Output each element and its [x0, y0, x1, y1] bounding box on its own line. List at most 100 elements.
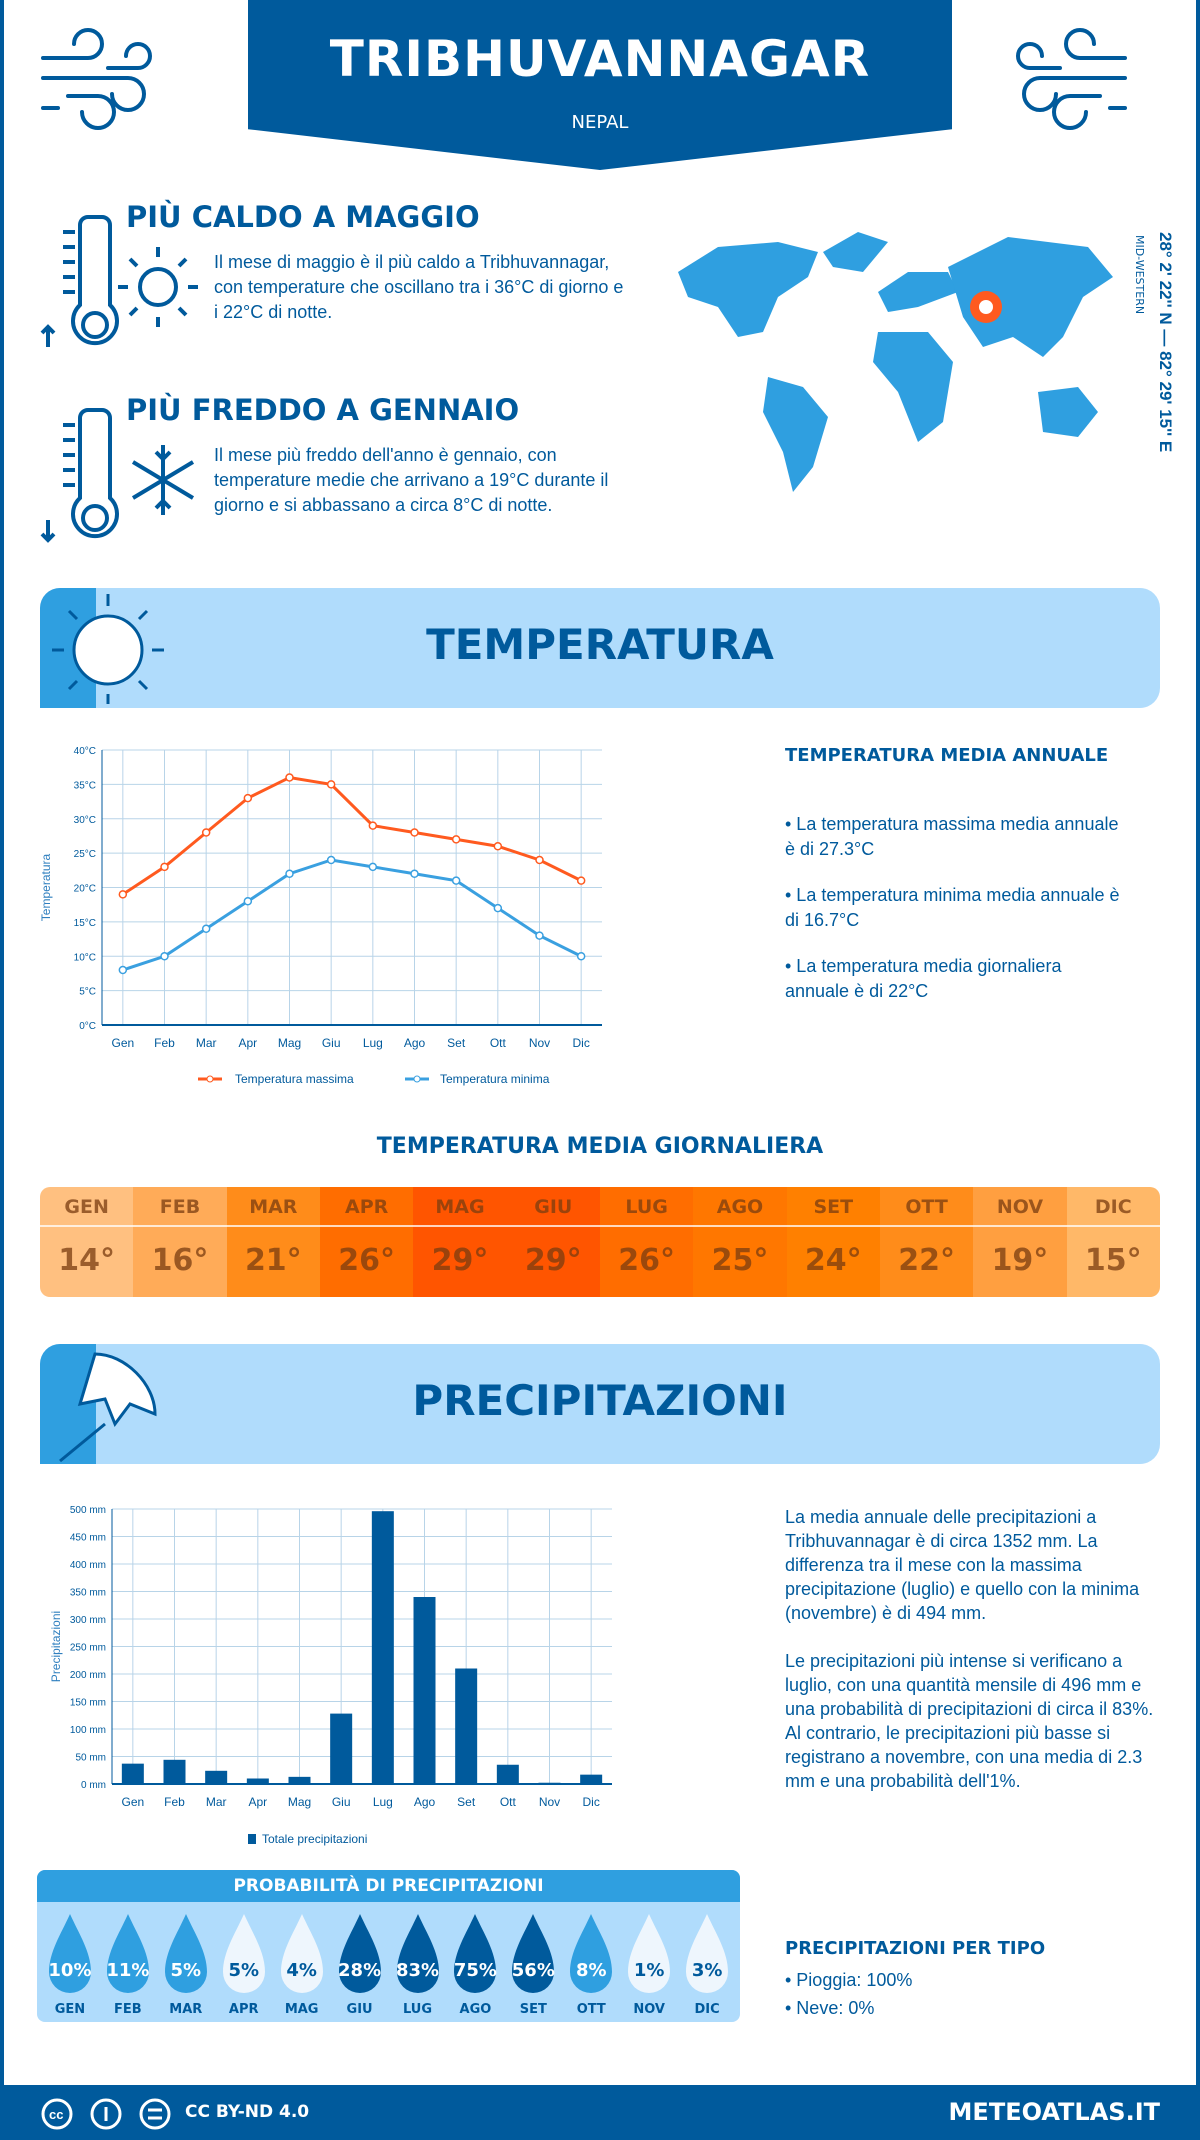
thermometer-cold-icon	[40, 408, 195, 543]
raindrop-icon	[686, 1914, 729, 1993]
site-link[interactable]: METEOATLAS.IT	[948, 2098, 1160, 2126]
data-point	[285, 773, 294, 782]
precip-bar	[288, 1776, 311, 1784]
precip-bar	[496, 1764, 519, 1784]
month-label: LUG	[402, 2002, 433, 2017]
y-axis-label: Temperatura	[39, 853, 53, 921]
data-point	[576, 876, 586, 885]
temp-value: 26°	[618, 1243, 675, 1278]
raindrop-icon	[570, 1914, 613, 1993]
temp-value: 15°	[1084, 1243, 1142, 1278]
daily-temp-cell: NOV 19°	[973, 1187, 1067, 1297]
x-tick-label: Mag	[288, 1795, 311, 1809]
y-tick-label: 20°C	[74, 884, 96, 895]
daily-temp-cell: GIU 29°	[506, 1187, 600, 1297]
temperature-chart: 0°C 5°C 10°C 15°C 20°C 25°C 30°C 35°C 40°C Gen Feb…	[39, 746, 602, 1086]
data-point	[493, 842, 503, 851]
month-label: APR	[319, 1187, 414, 1227]
daily-temp-cell: MAG 29°	[413, 1187, 507, 1297]
precipitation-title: PRECIPITAZIONI	[412, 1376, 788, 1425]
month-label: DIC	[694, 2002, 720, 2017]
y-tick-label: 200 mm	[70, 1670, 106, 1681]
wind-icon	[1016, 28, 1127, 130]
month-label: AGO	[459, 2002, 492, 2017]
probability-value: 11%	[106, 1960, 150, 1981]
precip-bar	[121, 1763, 144, 1784]
temperature-title: TEMPERATURA	[426, 620, 774, 669]
x-tick-label: Giu	[332, 1795, 351, 1809]
temperature-banner: TEMPERATURA	[40, 588, 1160, 708]
x-tick-label: Ago	[404, 1036, 426, 1050]
probability-value: 4%	[286, 1960, 317, 1981]
cold-title: PIÙ FREDDO A GENNAIO	[126, 393, 520, 427]
probability-value: 75%	[453, 1960, 497, 1981]
precipitation-banner: PRECIPITAZIONI	[40, 1344, 1160, 1464]
x-tick-label: Mar	[206, 1795, 227, 1809]
footer: cc CC BY-ND 4.0 METEOATLAS.IT	[0, 2085, 1200, 2140]
x-tick-label: Feb	[154, 1036, 175, 1050]
data-point	[201, 828, 211, 837]
x-tick-label: Ott	[500, 1795, 517, 1809]
precip-probability-drop: 11% FEB	[99, 1910, 157, 2022]
y-tick-label: 400 mm	[70, 1560, 106, 1571]
month-label: GIU	[506, 1187, 600, 1227]
probability-value: 1%	[633, 1960, 665, 1981]
month-label: FEB	[133, 1187, 227, 1227]
probability-value: 10%	[48, 1960, 92, 1981]
data-point	[118, 890, 128, 899]
precip-type-snow: • Neve: 0%	[785, 1998, 875, 2018]
month-label: FEB	[114, 2002, 142, 2017]
daily-temp-title: TEMPERATURA MEDIA GIORNALIERA	[376, 1134, 824, 1159]
y-tick-label: 450 mm	[70, 1533, 106, 1544]
precip-probability-drop: 5% MAR	[157, 1910, 215, 2022]
precip-bar	[246, 1778, 269, 1784]
precip-probability-title: PROBABILITÀ DI PRECIPITAZIONI	[37, 1870, 740, 1902]
svg-text:cc: cc	[49, 2107, 63, 2122]
data-point	[160, 952, 169, 961]
umbrella-icon	[59, 1352, 157, 1462]
temp-value: 16°	[151, 1243, 209, 1278]
precip-bar	[330, 1713, 353, 1784]
legend-swatch	[248, 1834, 256, 1844]
wind-icon	[41, 28, 152, 130]
raindrop-icon	[222, 1914, 265, 1993]
x-tick-label: Mag	[278, 1036, 301, 1050]
data-point	[410, 869, 419, 878]
daily-temp-cell: FEB 16°	[133, 1187, 227, 1297]
data-point	[451, 835, 461, 844]
x-tick-label: Set	[457, 1795, 476, 1809]
series-line	[122, 858, 582, 972]
legend-marker	[413, 1075, 421, 1083]
license-icons: cc	[41, 2098, 171, 2130]
daily-temp-cell: GEN 14°	[40, 1187, 134, 1297]
month-label: OTT	[576, 2002, 606, 2017]
precip-type-rain: • Pioggia: 100%	[785, 1970, 913, 1990]
data-point	[243, 897, 253, 906]
probability-value: 56%	[511, 1960, 555, 1981]
region-label: MID-WESTERN	[1133, 235, 1146, 315]
x-tick-label: Apr	[248, 1795, 267, 1809]
annual-temp-title: TEMPERATURA MEDIA ANNUALE	[785, 745, 1109, 766]
license-label: CC BY-ND 4.0	[185, 2102, 310, 2122]
cold-text: Il mese più freddo dell'anno è gennaio, …	[214, 445, 609, 515]
precip-probability-drop: 1% NOV	[620, 1910, 678, 2022]
sun-icon	[52, 594, 164, 704]
y-tick-label: 30°C	[74, 815, 96, 826]
x-tick-label: Mar	[196, 1036, 217, 1050]
data-point	[285, 869, 294, 878]
month-label: MAR	[169, 2002, 203, 2017]
data-point	[118, 965, 128, 975]
month-label: MAG	[413, 1187, 507, 1227]
raindrop-icon	[49, 1914, 91, 1993]
legend-label: Temperatura massima	[235, 1072, 354, 1086]
hot-title: PIÙ CALDO A MAGGIO	[126, 200, 480, 234]
precip-bar	[205, 1770, 228, 1784]
raindrop-icon	[280, 1914, 323, 1993]
temp-value: 24°	[804, 1243, 862, 1278]
precip-probability-drop: 75% AGO	[446, 1910, 504, 2022]
annual-temp-item: • La temperatura massima media annuale è…	[785, 814, 1119, 859]
daily-temp-cell: APR 26°	[319, 1187, 414, 1297]
precip-probability-drop: 83% LUG	[389, 1910, 447, 2022]
y-tick-label: 15°C	[74, 918, 96, 929]
probability-value: 8%	[575, 1960, 607, 1981]
